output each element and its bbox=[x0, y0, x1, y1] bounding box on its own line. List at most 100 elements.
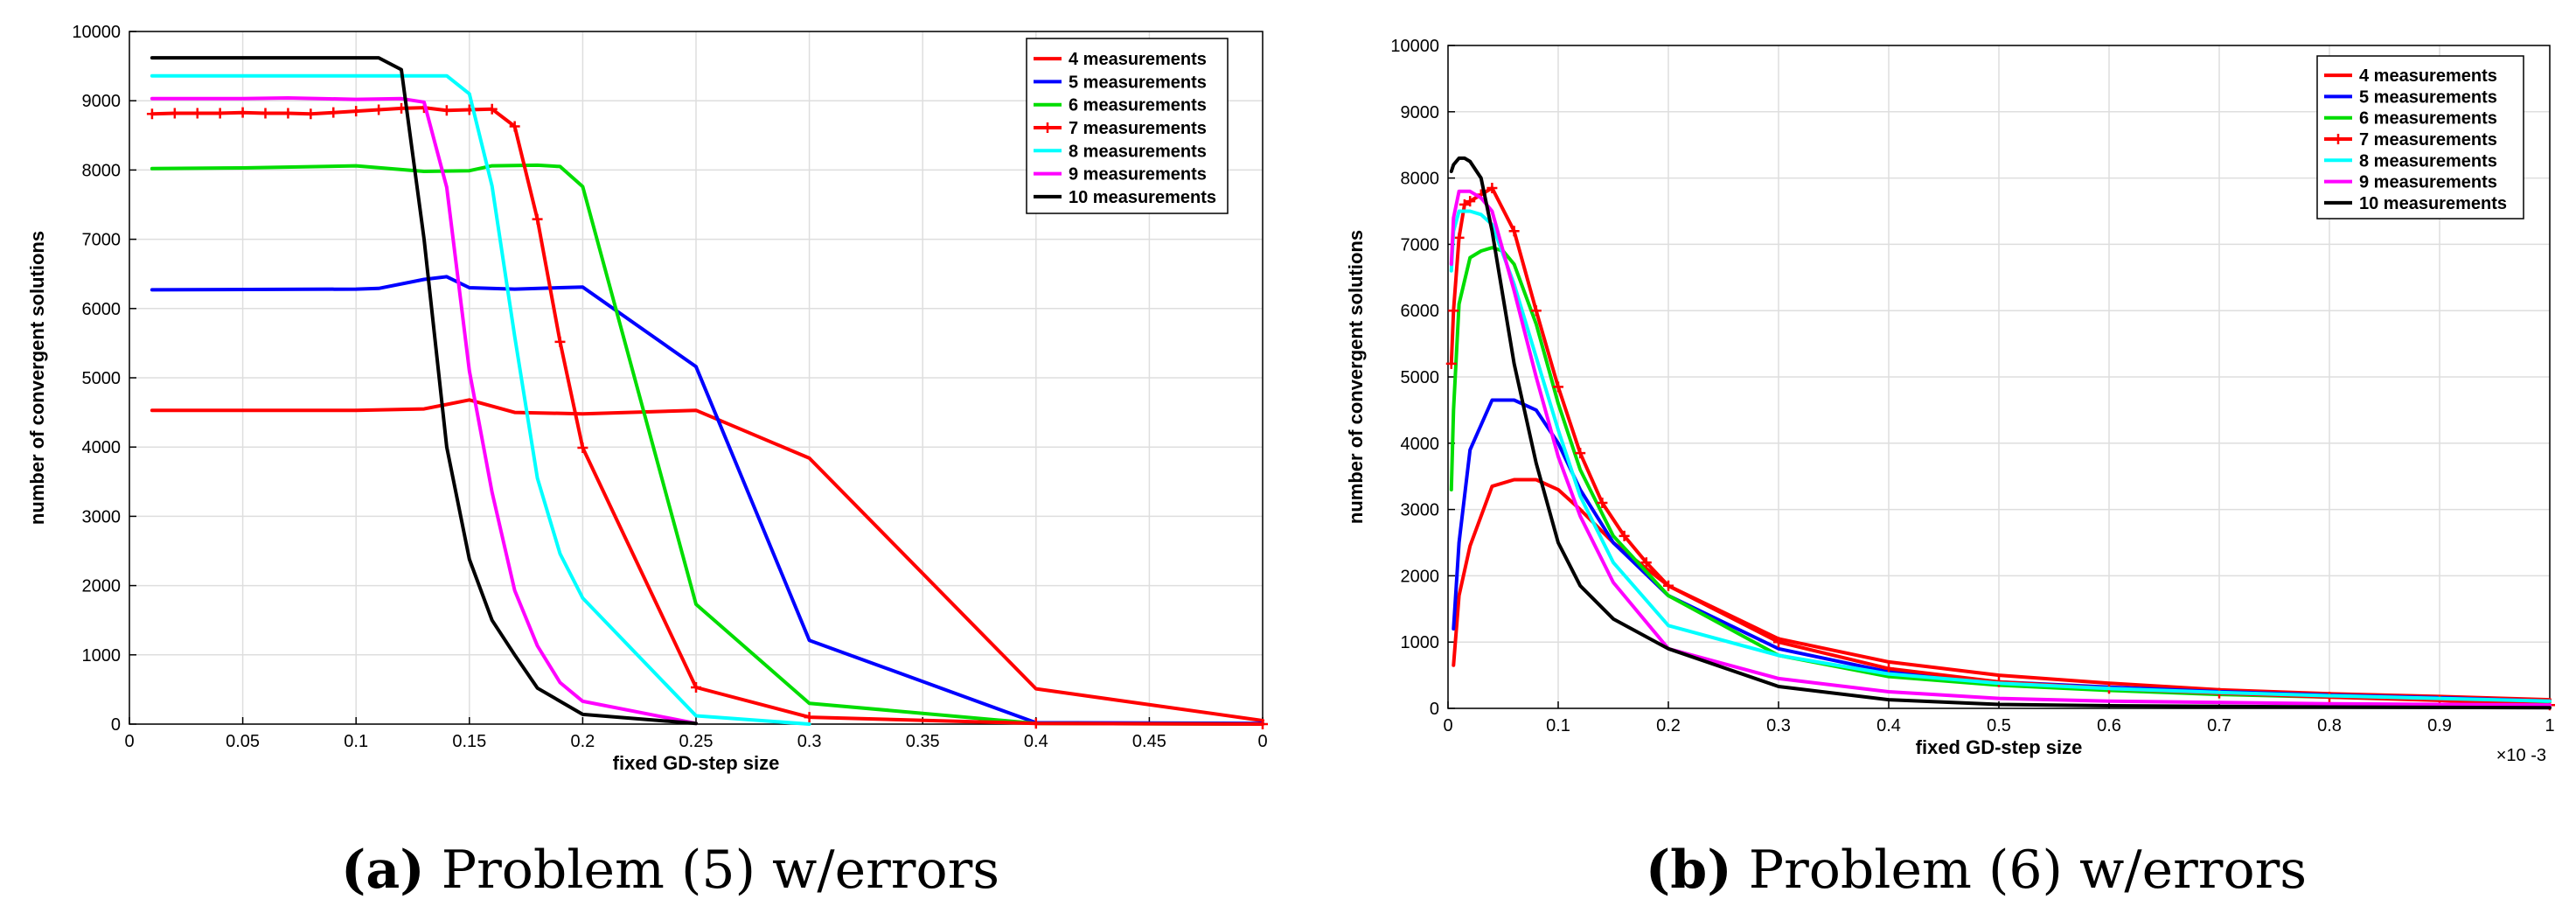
data-point-marker bbox=[373, 104, 385, 115]
x-tick-label: 0.4 bbox=[1024, 732, 1048, 751]
y-tick-label: 1000 bbox=[1401, 633, 1440, 652]
x-tick-label: 0.5 bbox=[1987, 716, 2011, 735]
caption-a-text: Problem (5) w/errors bbox=[441, 840, 1000, 901]
data-point-marker bbox=[169, 108, 180, 119]
chart-a: 0 0.05 0.1 0.15 0.2 0.25 0.3 0.35 0.4 0.45 0010002… bbox=[26, 23, 1268, 774]
data-point-marker bbox=[191, 108, 203, 119]
data-point-marker bbox=[577, 442, 588, 453]
data-point-marker bbox=[1640, 557, 1652, 568]
x-tick-label: 0.3 bbox=[797, 732, 822, 751]
series-line-8-measurements bbox=[1449, 209, 2552, 703]
y-axis-label: number of convergent solutions bbox=[1345, 230, 1367, 524]
series-line-10-measurements bbox=[1449, 156, 2552, 710]
y-tick-label: 1000 bbox=[82, 646, 122, 666]
y-tick-label: 0 bbox=[111, 715, 121, 735]
y-tick-label: 9000 bbox=[1401, 103, 1440, 122]
x-tick-label: 0 bbox=[1443, 716, 1452, 735]
x-tick-label: 1 bbox=[2545, 716, 2554, 735]
data-point-marker bbox=[804, 712, 815, 723]
data-point-marker bbox=[1619, 530, 1630, 541]
x-tick-label: 0.05 bbox=[226, 732, 260, 751]
x-tick-label: 0.6 bbox=[2097, 716, 2121, 735]
data-point-marker bbox=[1530, 305, 1542, 317]
data-point-marker bbox=[1883, 663, 1894, 674]
data-point-marker bbox=[328, 107, 339, 118]
series-line-5-measurements bbox=[1452, 398, 2552, 703]
series-line-7-measurements bbox=[1449, 186, 2552, 707]
legend: 4 measurements 5 measurements 6 measuremen… bbox=[1026, 38, 1229, 214]
x-tick-label: 0.45 bbox=[1132, 732, 1166, 751]
data-point-marker bbox=[1453, 232, 1465, 243]
data-point-marker bbox=[554, 336, 566, 347]
series-line-8-measurements bbox=[150, 73, 811, 726]
caption-b-text: Problem (6) w/errors bbox=[1748, 840, 2308, 901]
y-tick-label: 10000 bbox=[72, 23, 121, 42]
legend-entry: 8 measurements bbox=[2359, 151, 2497, 171]
y-tick-label: 3000 bbox=[82, 507, 122, 526]
data-point-marker bbox=[1445, 358, 1457, 369]
x-tick-label: 0.8 bbox=[2317, 716, 2342, 735]
caption-b-letter: (b) bbox=[1645, 840, 1732, 901]
data-point-marker bbox=[351, 106, 362, 117]
data-point-marker bbox=[1508, 226, 1520, 237]
legend-entry: 6 measurements bbox=[1069, 96, 1207, 115]
legend-entry: 4 measurements bbox=[1069, 50, 1207, 69]
y-tick-label: 5000 bbox=[1401, 368, 1440, 387]
data-point-marker bbox=[532, 213, 543, 225]
x-axis-label: fixed GD-step size bbox=[613, 752, 780, 774]
data-point-marker bbox=[441, 105, 452, 116]
x-tick-label: 0 bbox=[1257, 732, 1267, 751]
data-point-marker bbox=[282, 108, 294, 119]
legend-entry: 7 measurements bbox=[1069, 119, 1207, 138]
data-point-marker bbox=[1663, 580, 1674, 591]
data-point-marker bbox=[1553, 381, 1563, 393]
y-axis-label: number of convergent solutions bbox=[26, 231, 48, 525]
y-tick-label: 8000 bbox=[1401, 170, 1440, 189]
x-tick-label: 0.1 bbox=[1546, 716, 1570, 735]
y-tick-label: 7000 bbox=[1401, 235, 1440, 254]
data-point-marker bbox=[509, 121, 520, 132]
y-tick-label: 6000 bbox=[82, 300, 122, 319]
legend-entry: 7 measurements bbox=[2359, 130, 2497, 150]
y-tick-label: 9000 bbox=[82, 92, 122, 111]
caption-a-letter: (a) bbox=[341, 840, 425, 901]
series-line-10-measurements bbox=[150, 56, 698, 726]
x-tick-label: 0.7 bbox=[2207, 716, 2231, 735]
data-point-marker bbox=[305, 108, 317, 120]
legend-entry: 10 measurements bbox=[1069, 188, 1216, 207]
chart-b: 0 0.1 0.2 0.3 0.4 0.5 0.6 0.7 0.8 0.9 1 0 1000 2000 30… bbox=[1345, 37, 2555, 765]
legend-entry: 10 measurements bbox=[2359, 194, 2507, 213]
y-tick-label: 5000 bbox=[82, 369, 122, 388]
x-tick-label: 0 bbox=[124, 732, 134, 751]
series-line-6-measurements bbox=[1449, 246, 2552, 704]
series-line-9-measurements bbox=[150, 96, 698, 726]
y-tick-label: 0 bbox=[1430, 700, 1439, 719]
x-axis-label: fixed GD-step size bbox=[1916, 736, 2083, 758]
x-tick-label: 0.25 bbox=[679, 732, 714, 751]
series-line-4-measurements bbox=[150, 398, 1264, 722]
x-tick-label: 0.3 bbox=[1766, 716, 1791, 735]
x-tick-label: 0.1 bbox=[344, 732, 368, 751]
data-point-marker bbox=[237, 107, 248, 118]
legend-entry: 6 measurements bbox=[2359, 109, 2497, 129]
data-point-marker bbox=[1486, 182, 1498, 193]
y-tick-label: 7000 bbox=[82, 231, 122, 250]
legend-marker bbox=[2333, 134, 2343, 144]
data-point-marker bbox=[1257, 719, 1268, 729]
y-tick-label: 2000 bbox=[1401, 567, 1440, 586]
legend-entry: 5 measurements bbox=[1069, 73, 1207, 92]
y-tick-label: 4000 bbox=[82, 438, 122, 457]
data-point-marker bbox=[1575, 448, 1586, 459]
y-tick-label: 6000 bbox=[1401, 302, 1440, 321]
data-point-marker bbox=[486, 103, 498, 115]
y-tick-label: 4000 bbox=[1401, 435, 1440, 454]
series-line-9-measurements bbox=[1449, 189, 2552, 707]
caption-a: (a) Problem (5) w/errors bbox=[341, 840, 999, 901]
y-tick-label: 10000 bbox=[1390, 37, 1439, 56]
x-tick-label: 0.35 bbox=[906, 732, 940, 751]
legend-marker bbox=[1042, 122, 1053, 133]
x-tick-label: 0.9 bbox=[2427, 716, 2452, 735]
x-multiplier-label: ×10 -3 bbox=[2496, 746, 2546, 765]
